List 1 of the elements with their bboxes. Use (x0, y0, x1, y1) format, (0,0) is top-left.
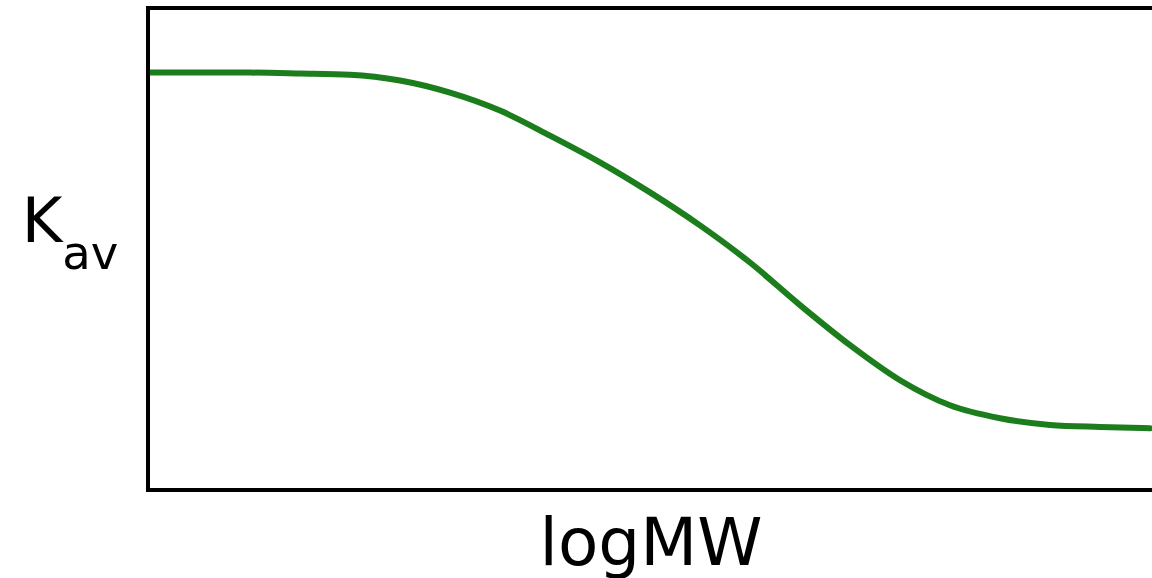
y-axis-title: K$_{av}$ (21, 184, 119, 280)
